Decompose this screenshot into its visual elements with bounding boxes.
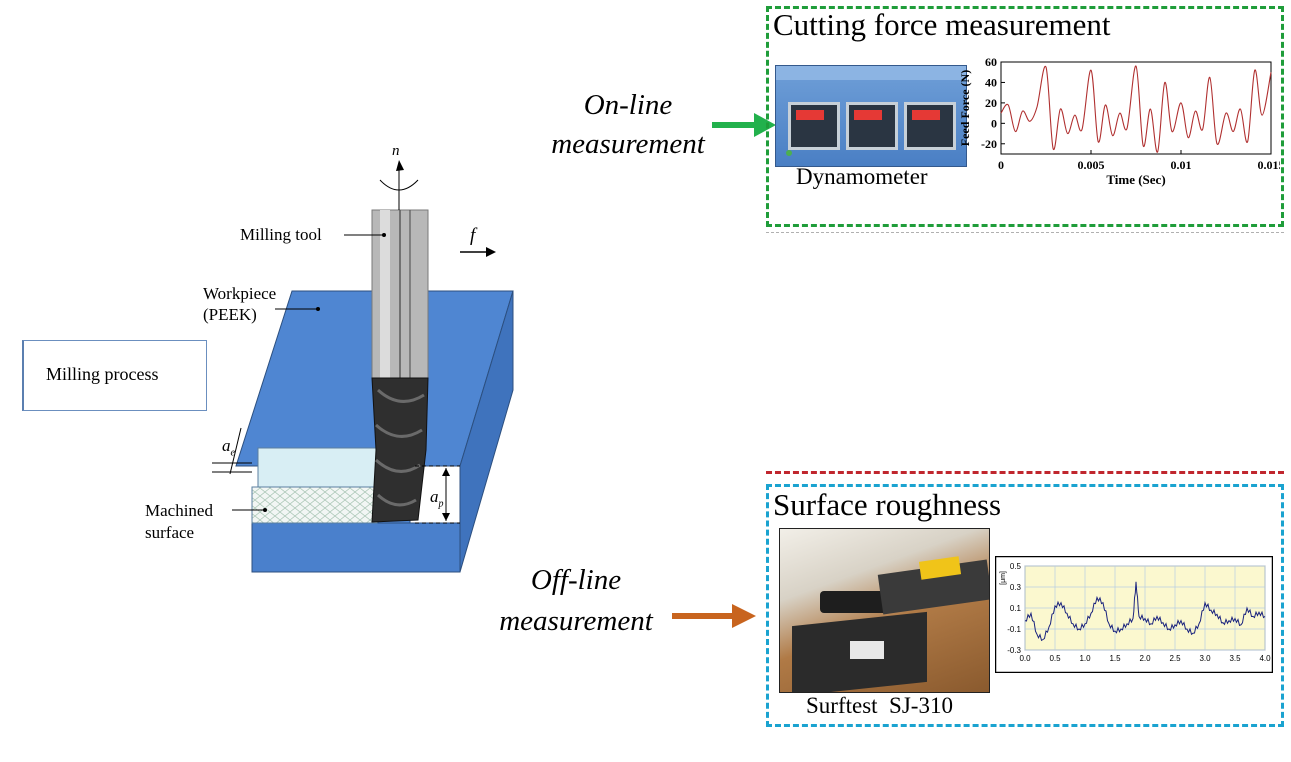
- roughness-xtick-label: 4.0: [1259, 654, 1271, 663]
- ap-subscript: p: [438, 498, 444, 510]
- dynamometer-label: Dynamometer: [796, 164, 928, 189]
- force-ytick-label: 60: [985, 55, 997, 69]
- offline-caption: Off-line measurement: [482, 560, 670, 642]
- machined-label-line1: Machined: [145, 501, 213, 520]
- surftest-label: Surftest SJ-310: [806, 693, 953, 718]
- online-arrow: [712, 113, 776, 137]
- ap-symbol: a: [430, 487, 439, 506]
- milling-process-box: Milling process: [22, 340, 207, 411]
- roughness-xtick-label: 0.0: [1019, 654, 1031, 663]
- milling-process-label: Milling process: [46, 364, 159, 384]
- feed-label: f: [470, 225, 476, 246]
- workpiece-label: Workpiece (PEEK): [203, 283, 276, 325]
- surface-roughness-panel: [766, 484, 1284, 727]
- roughness-ylabel: [μm]: [1000, 571, 1007, 585]
- ae-symbol: a: [222, 436, 231, 455]
- ae-label: ae: [222, 436, 235, 458]
- cutting-force-title: Cutting force measurement: [773, 7, 1111, 42]
- roughness-xtick-label: 2.5: [1169, 654, 1181, 663]
- roughness-chart: 0.0 0.5 1.0 1.5 2.0 2.5 3.0 3.5 4.0 0.5 0.3 0.1 -0.1…: [995, 556, 1273, 673]
- dynamometer-photo: [775, 65, 967, 167]
- force-xtick-label: 0.015: [1258, 158, 1281, 172]
- roughness-ytick-label: -0.3: [1007, 646, 1021, 655]
- roughness-series-line: [1024, 581, 1266, 642]
- roughness-xtick-label: 3.5: [1229, 654, 1241, 663]
- milling-illustration: [212, 160, 514, 573]
- force-ytick-label: -20: [981, 137, 997, 151]
- online-caption-line1: On-line: [583, 89, 673, 121]
- online-caption-line2: measurement: [551, 128, 705, 160]
- force-series-line: [1000, 65, 1272, 153]
- force-ytick-label: 0: [991, 116, 997, 130]
- force-ylabel: Feed Force (N): [958, 70, 972, 146]
- machined-label-line2: surface: [145, 523, 195, 542]
- chip-layer: [257, 447, 379, 488]
- roughness-xtick-label: 2.0: [1139, 654, 1151, 663]
- roughness-ytick-label: 0.1: [1010, 604, 1022, 613]
- roughness-xtick-label: 3.0: [1199, 654, 1211, 663]
- roughness-xtick-label: 0.5: [1049, 654, 1061, 663]
- roughness-ytick-label: -0.1: [1007, 625, 1021, 634]
- offline-caption-line1: Off-line: [530, 564, 622, 596]
- workpiece-label-line2: (PEEK): [203, 305, 257, 324]
- machined-layer: [251, 486, 379, 524]
- rotation-label: n: [392, 143, 400, 159]
- online-caption: On-line measurement: [548, 86, 708, 164]
- force-ytick-label: 40: [985, 75, 997, 89]
- surface-roughness-title: Surface roughness: [773, 487, 1002, 522]
- panel-separator: [766, 471, 1284, 474]
- roughness-ytick-label: 0.5: [1010, 562, 1022, 571]
- cutting-force-panel: [766, 6, 1284, 227]
- force-xtick-label: 0.01: [1171, 158, 1192, 172]
- force-xtick-label: 0.005: [1078, 158, 1105, 172]
- surftest-photo: [779, 528, 990, 693]
- force-xlabel: Time (Sec): [1106, 172, 1165, 187]
- roughness-xtick-label: 1.5: [1109, 654, 1121, 663]
- offline-arrow: [672, 604, 756, 628]
- force-ytick-label: 20: [985, 96, 997, 110]
- ap-label: ap: [430, 487, 444, 509]
- machined-surface-label: Machined surface: [145, 500, 213, 544]
- roughness-xtick-label: 1.0: [1079, 654, 1091, 663]
- roughness-ytick-label: 0.3: [1010, 583, 1022, 592]
- workpiece-front-face: [251, 522, 461, 573]
- workpiece-label-line1: Workpiece: [203, 284, 277, 303]
- force-plot-frame: [1000, 61, 1272, 155]
- force-xtick-label: 0: [998, 158, 1004, 172]
- offline-caption-line2: measurement: [499, 605, 653, 637]
- milling-drawing: [212, 160, 514, 573]
- online-panel-underline: [766, 232, 1284, 233]
- tool-cutter: [371, 377, 429, 523]
- milling-tool-label: Milling tool: [240, 225, 322, 244]
- ae-subscript: e: [230, 447, 235, 459]
